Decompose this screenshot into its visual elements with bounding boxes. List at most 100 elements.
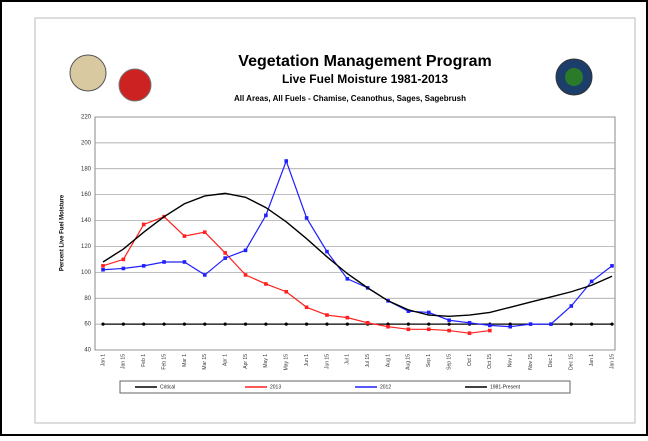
point (182, 322, 187, 326)
x-tick-label: Jan 15 (121, 354, 127, 369)
x-tick-label: Oct 15 (487, 354, 493, 369)
x-tick-label: Sep 1 (426, 354, 432, 367)
x-tick-label: Aug 1 (385, 354, 391, 367)
point (406, 309, 411, 313)
x-tick-label: Jun 15 (324, 354, 330, 369)
point (264, 213, 268, 218)
point (264, 322, 268, 326)
description: All Areas, All Fuels - Chamise, Ceanothu… (234, 94, 466, 103)
point (243, 248, 248, 253)
x-tick-label: Apr 15 (243, 354, 249, 369)
point (447, 318, 451, 323)
series-line (102, 159, 613, 328)
x-tick-label: Jul 15 (365, 354, 371, 368)
point (121, 266, 126, 271)
point (610, 322, 614, 326)
y-tick-label: 200 (81, 140, 92, 146)
point (345, 315, 350, 320)
x-tick-label: Nov 15 (528, 354, 534, 370)
point (223, 322, 227, 326)
title: Vegetation Management Program (238, 53, 491, 70)
x-tick-label: Mar 15 (202, 354, 208, 370)
x-tick-label: Nov 1 (508, 354, 514, 367)
point (528, 322, 533, 326)
series-line (102, 192, 613, 318)
y-tick-label: 180 (81, 166, 92, 172)
point (345, 322, 349, 326)
point (325, 249, 329, 254)
y-tick-label: 80 (84, 296, 91, 302)
point (141, 222, 146, 227)
legend-label: 2013 (270, 384, 281, 390)
point (610, 264, 614, 268)
point (203, 273, 207, 277)
point (590, 322, 594, 326)
point (243, 273, 248, 277)
point (243, 322, 248, 326)
y-tick-label: 140 (81, 218, 92, 224)
point (345, 277, 350, 281)
point (427, 322, 431, 326)
point (488, 323, 492, 328)
x-tick-label: May 15 (284, 354, 290, 371)
point (223, 256, 227, 260)
point (284, 159, 289, 163)
y-axis-label: Percent Live Fuel Moisture (60, 194, 66, 271)
point (141, 264, 146, 268)
x-tick-label: Dec 1 (548, 354, 554, 367)
point (121, 257, 126, 262)
point (182, 234, 187, 238)
x-tick-label: Oct 1 (467, 354, 473, 366)
point (203, 230, 207, 235)
x-tick-label: Sep 15 (446, 354, 452, 370)
point (325, 313, 329, 317)
y-tick-label: 160 (81, 192, 92, 198)
point (162, 260, 166, 264)
point (406, 322, 410, 326)
x-tick-label: Dec 15 (569, 354, 575, 370)
point (386, 324, 390, 329)
point (447, 328, 451, 333)
x-tick-label: Feb 1 (141, 354, 147, 367)
x-tick-label: Jan 1 (589, 354, 595, 366)
y-tick-label: 120 (81, 244, 92, 250)
y-tick-label: 100 (81, 270, 92, 276)
point (589, 279, 594, 284)
point (447, 322, 451, 326)
series-line (102, 215, 490, 334)
legend (119, 380, 571, 394)
point (325, 322, 329, 326)
legend-label: Critical (160, 384, 175, 390)
point (406, 327, 411, 332)
point (467, 331, 472, 335)
point (203, 322, 207, 326)
point (426, 327, 431, 332)
point (264, 282, 268, 286)
y-tick-label: 220 (81, 115, 92, 121)
x-tick-label: Mar 1 (182, 354, 188, 367)
y-tick-label: 40 (84, 348, 91, 354)
x-tick-label: Jan 1 (100, 354, 106, 366)
point (101, 264, 105, 268)
point (101, 322, 105, 326)
logo-city (69, 54, 107, 92)
point (569, 304, 574, 308)
point (426, 310, 431, 315)
x-tick-label: Jul 1 (345, 354, 351, 365)
point (488, 328, 492, 333)
point (182, 260, 187, 264)
point (162, 322, 166, 326)
y-tick-label: 60 (84, 322, 91, 328)
x-tick-label: Apr 1 (222, 354, 228, 366)
x-tick-label: Aug 15 (406, 354, 412, 370)
point (365, 321, 370, 325)
point (304, 305, 309, 310)
point (284, 322, 288, 326)
point (305, 322, 309, 326)
x-tick-label: Feb 15 (161, 354, 167, 370)
legend-label: 1981-Present (490, 384, 521, 390)
legend-label: 2012 (380, 384, 391, 390)
point (569, 322, 573, 326)
point (121, 322, 125, 326)
logo-tree (565, 68, 583, 86)
